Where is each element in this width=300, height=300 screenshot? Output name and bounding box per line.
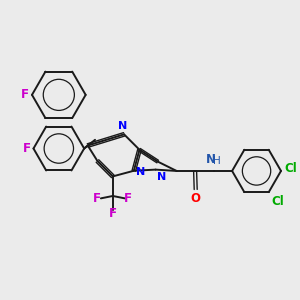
Text: H: H <box>213 156 220 166</box>
Text: O: O <box>191 192 201 206</box>
Text: N: N <box>136 167 146 177</box>
Text: F: F <box>93 192 101 205</box>
Text: Cl: Cl <box>284 162 297 175</box>
Text: Cl: Cl <box>271 195 284 208</box>
Text: N: N <box>206 153 216 166</box>
Text: N: N <box>157 172 166 182</box>
Text: F: F <box>22 142 31 155</box>
Text: F: F <box>124 192 132 205</box>
Text: F: F <box>20 88 28 101</box>
Text: F: F <box>109 207 117 220</box>
Text: N: N <box>118 121 127 131</box>
